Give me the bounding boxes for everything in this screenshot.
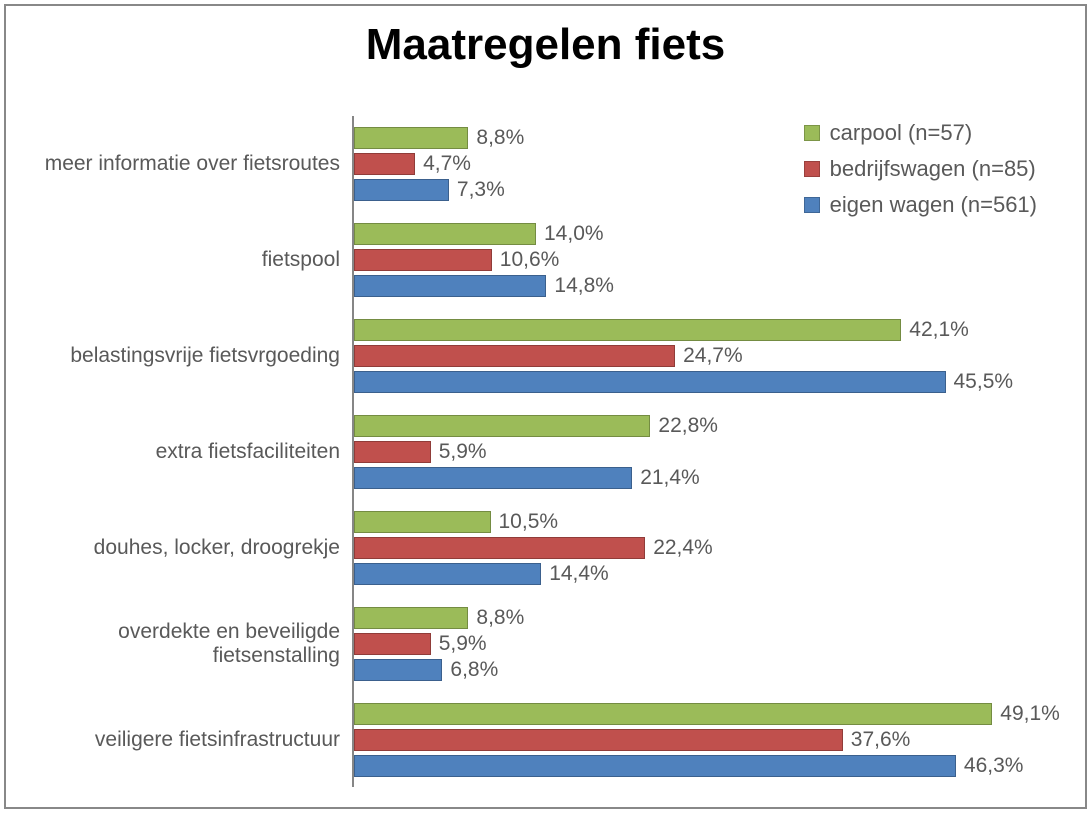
bar-value-label: 22,8%: [658, 415, 718, 437]
bar-bedrijfswagen: [354, 537, 645, 559]
bar-value-label: 14,8%: [554, 275, 614, 297]
category-group: extra fietsfaciliteiten 22,8% 5,9% 21,4%: [24, 404, 1067, 500]
plot-area: carpool (n=57)bedrijfswagen (n=85)eigen …: [24, 116, 1067, 787]
bar-value-label: 37,6%: [851, 729, 911, 751]
bar-eigen_wagen: [354, 755, 956, 777]
category-label: extra fietsfaciliteiten: [24, 404, 340, 500]
bar-bedrijfswagen: [354, 633, 431, 655]
bar-value-label: 22,4%: [653, 537, 713, 559]
bar-value-label: 5,9%: [439, 633, 487, 655]
bar-bedrijfswagen: [354, 345, 675, 367]
bar-value-label: 4,7%: [423, 153, 471, 175]
bar-bedrijfswagen: [354, 153, 415, 175]
category-label: fietspool: [24, 212, 340, 308]
bar-value-label: 10,6%: [500, 249, 560, 271]
category-group: meer informatie over fietsroutes 8,8%4,7%…: [24, 116, 1067, 212]
bar-eigen_wagen: [354, 275, 546, 297]
bar-value-label: 14,4%: [549, 563, 609, 585]
bar-value-label: 21,4%: [640, 467, 700, 489]
bar-eigen_wagen: [354, 179, 449, 201]
bar-carpool: [354, 223, 536, 245]
bar-value-label: 42,1%: [909, 319, 969, 341]
bar-bedrijfswagen: [354, 729, 843, 751]
bar-carpool: [354, 703, 992, 725]
bar-carpool: [354, 511, 491, 533]
bar-value-label: 14,0%: [544, 223, 604, 245]
bar-carpool: [354, 127, 468, 149]
bar-eigen_wagen: [354, 467, 632, 489]
bar-value-label: 46,3%: [964, 755, 1024, 777]
bar-value-label: 8,8%: [476, 127, 524, 149]
bar-eigen_wagen: [354, 659, 442, 681]
bar-value-label: 49,1%: [1000, 703, 1060, 725]
bar-value-label: 10,5%: [499, 511, 559, 533]
bar-carpool: [354, 319, 901, 341]
category-group: belastingsvrije fietsvrgoeding 42,1% 24,7%…: [24, 308, 1067, 404]
bar-eigen_wagen: [354, 563, 541, 585]
bar-bedrijfswagen: [354, 249, 492, 271]
category-group: fietspool 14,0% 10,6% 14,8%: [24, 212, 1067, 308]
category-label: veiligere fietsinfrastructuur: [24, 692, 340, 788]
bar-value-label: 45,5%: [954, 371, 1014, 393]
bar-bedrijfswagen: [354, 441, 431, 463]
bar-carpool: [354, 607, 468, 629]
category-label: douhes, locker, droogrekje: [24, 500, 340, 596]
category-group: veiligere fietsinfrastructuur 49,1% 37,6% 4…: [24, 692, 1067, 788]
category-group: douhes, locker, droogrekje 10,5% 22,4% 14,4…: [24, 500, 1067, 596]
bar-carpool: [354, 415, 650, 437]
category-group: overdekte en beveiligde fietsenstalling 8…: [24, 596, 1067, 692]
chart-frame: Maatregelen fiets carpool (n=57)bedrijfs…: [4, 4, 1087, 809]
category-label: meer informatie over fietsroutes: [24, 116, 340, 212]
bar-value-label: 24,7%: [683, 345, 743, 367]
category-label: overdekte en beveiligde fietsenstalling: [24, 596, 340, 692]
bar-value-label: 8,8%: [476, 607, 524, 629]
category-label: belastingsvrije fietsvrgoeding: [24, 308, 340, 404]
bar-eigen_wagen: [354, 371, 946, 393]
bar-value-label: 5,9%: [439, 441, 487, 463]
bar-value-label: 6,8%: [450, 659, 498, 681]
bar-value-label: 7,3%: [457, 179, 505, 201]
chart-title: Maatregelen fiets: [6, 20, 1085, 70]
